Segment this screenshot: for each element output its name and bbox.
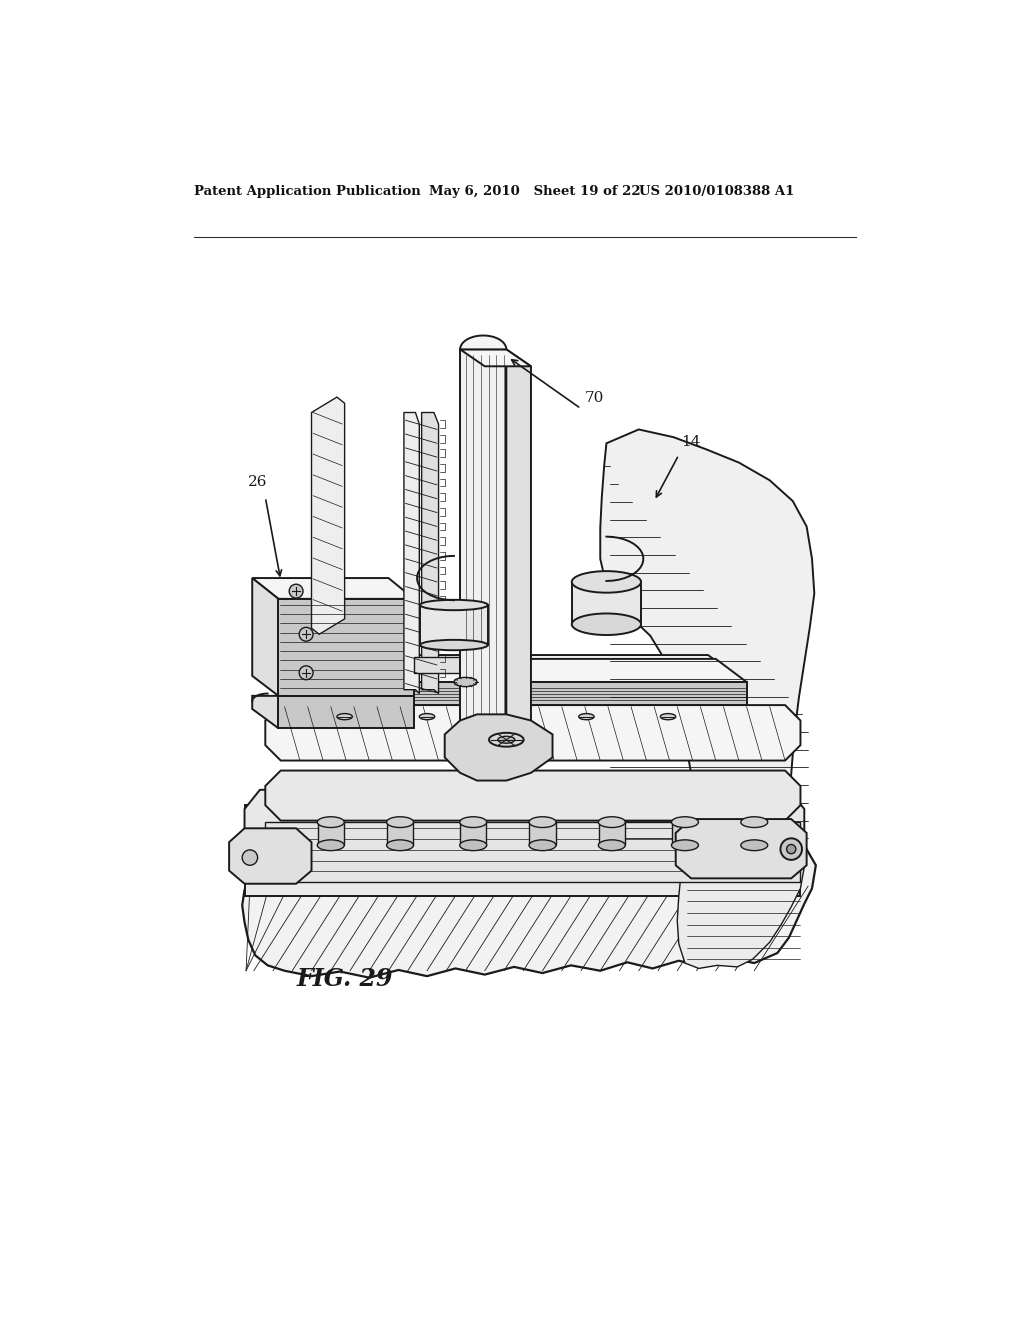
Polygon shape bbox=[279, 696, 414, 729]
Polygon shape bbox=[252, 578, 279, 696]
Polygon shape bbox=[741, 822, 767, 845]
Polygon shape bbox=[245, 805, 801, 896]
Circle shape bbox=[780, 838, 802, 859]
Circle shape bbox=[299, 627, 313, 642]
Polygon shape bbox=[245, 789, 804, 847]
Text: FIG. 29: FIG. 29 bbox=[296, 966, 392, 991]
Text: Patent Application Publication: Patent Application Publication bbox=[194, 185, 421, 198]
Text: May 6, 2010   Sheet 19 of 22: May 6, 2010 Sheet 19 of 22 bbox=[429, 185, 641, 198]
Ellipse shape bbox=[598, 840, 626, 850]
Ellipse shape bbox=[740, 840, 768, 850]
Circle shape bbox=[243, 850, 258, 866]
Ellipse shape bbox=[460, 817, 486, 828]
Polygon shape bbox=[265, 771, 801, 821]
Text: 70: 70 bbox=[585, 391, 604, 405]
Polygon shape bbox=[529, 822, 556, 845]
Polygon shape bbox=[422, 412, 438, 693]
Ellipse shape bbox=[660, 714, 676, 719]
Polygon shape bbox=[311, 397, 345, 635]
Polygon shape bbox=[281, 659, 315, 759]
Polygon shape bbox=[506, 350, 531, 759]
Ellipse shape bbox=[337, 714, 352, 719]
Polygon shape bbox=[281, 655, 742, 681]
Polygon shape bbox=[460, 822, 486, 845]
Ellipse shape bbox=[498, 737, 515, 743]
Polygon shape bbox=[677, 834, 804, 969]
Polygon shape bbox=[279, 599, 414, 696]
Polygon shape bbox=[676, 818, 807, 878]
Polygon shape bbox=[460, 350, 531, 367]
Ellipse shape bbox=[317, 817, 344, 828]
Ellipse shape bbox=[317, 840, 344, 850]
Polygon shape bbox=[252, 696, 279, 729]
Polygon shape bbox=[265, 822, 801, 882]
Ellipse shape bbox=[460, 840, 486, 850]
Polygon shape bbox=[672, 822, 698, 845]
Text: US 2010/0108388 A1: US 2010/0108388 A1 bbox=[639, 185, 795, 198]
Text: 26: 26 bbox=[248, 475, 267, 490]
Ellipse shape bbox=[420, 640, 487, 651]
Polygon shape bbox=[460, 335, 506, 350]
Ellipse shape bbox=[672, 840, 698, 850]
Polygon shape bbox=[571, 582, 641, 624]
Ellipse shape bbox=[672, 817, 698, 828]
Ellipse shape bbox=[740, 817, 768, 828]
Polygon shape bbox=[315, 682, 746, 759]
Polygon shape bbox=[444, 714, 553, 780]
Ellipse shape bbox=[489, 733, 523, 747]
Ellipse shape bbox=[420, 599, 487, 610]
Circle shape bbox=[786, 845, 796, 854]
Polygon shape bbox=[403, 412, 419, 693]
Polygon shape bbox=[387, 822, 413, 845]
Ellipse shape bbox=[387, 840, 414, 850]
Ellipse shape bbox=[579, 714, 594, 719]
Polygon shape bbox=[460, 350, 506, 744]
Polygon shape bbox=[252, 578, 414, 599]
Ellipse shape bbox=[598, 817, 626, 828]
Polygon shape bbox=[599, 822, 625, 845]
Ellipse shape bbox=[454, 677, 477, 686]
Text: 14: 14 bbox=[681, 436, 700, 449]
Circle shape bbox=[289, 585, 303, 598]
Polygon shape bbox=[414, 657, 462, 673]
Polygon shape bbox=[420, 605, 487, 645]
Polygon shape bbox=[317, 822, 344, 845]
Ellipse shape bbox=[571, 614, 641, 635]
Ellipse shape bbox=[529, 840, 556, 850]
Ellipse shape bbox=[571, 572, 641, 593]
Polygon shape bbox=[229, 829, 311, 884]
Ellipse shape bbox=[387, 817, 414, 828]
Ellipse shape bbox=[419, 714, 435, 719]
Ellipse shape bbox=[529, 817, 556, 828]
Polygon shape bbox=[600, 429, 814, 851]
Polygon shape bbox=[281, 659, 746, 682]
Circle shape bbox=[299, 665, 313, 680]
Polygon shape bbox=[265, 705, 801, 760]
Polygon shape bbox=[243, 834, 816, 978]
